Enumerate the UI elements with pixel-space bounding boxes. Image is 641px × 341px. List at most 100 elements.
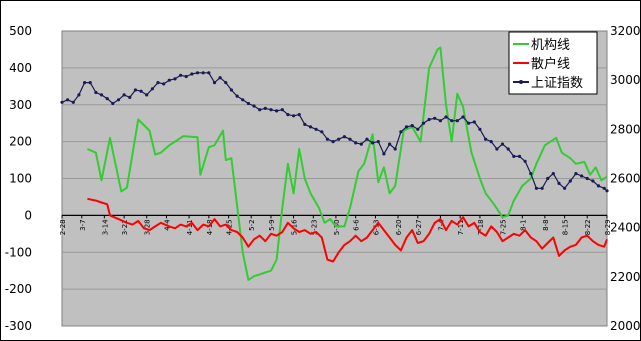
series-2-point-52: [354, 141, 358, 145]
series-2-point-57: [382, 152, 386, 156]
series-2-point-46: [320, 130, 324, 134]
series-2-point-30: [229, 88, 233, 92]
series-2-point-15: [145, 93, 149, 97]
x-tick-label-22: 8-1: [519, 219, 527, 230]
series-2-point-19: [167, 78, 171, 82]
series-2-point-50: [342, 135, 346, 139]
x-tick-label-26: 8-29: [604, 219, 612, 235]
x-tick-label-0: 2-28: [59, 219, 67, 235]
y-left-tick-1: 400: [9, 61, 32, 75]
y-right-tick-4: 2400: [610, 221, 641, 235]
series-2-point-36: [263, 106, 267, 110]
series-2-point-67: [438, 119, 442, 123]
x-tick-label-12: 5-23: [310, 219, 318, 235]
y-right-tick-0: 3200: [610, 24, 641, 38]
series-2-point-97: [605, 189, 609, 193]
series-2-point-54: [365, 137, 369, 141]
series-2-point-40: [286, 113, 290, 117]
x-tick-label-20: 7-18: [477, 219, 485, 235]
x-tick-label-15: 6-13: [372, 219, 380, 235]
series-2-point-14: [139, 89, 143, 93]
series-2-point-70: [455, 119, 459, 123]
x-tick-label-14: 6-6: [353, 219, 361, 231]
series-2-point-91: [574, 172, 578, 176]
y-right-tick-3: 2600: [610, 172, 641, 186]
series-2-point-11: [122, 93, 126, 97]
series-2-point-31: [235, 94, 239, 98]
series-2-point-76: [489, 140, 493, 144]
series-line-1: [87, 197, 608, 263]
series-2-point-65: [427, 117, 431, 122]
series-2-point-63: [416, 127, 420, 131]
series-2-point-71: [461, 115, 465, 119]
series-2-point-69: [450, 119, 454, 123]
y-axis-left: 500 400 300 200 100 0 -100 -200 -300: [5, 24, 32, 333]
series-2-point-68: [444, 115, 448, 119]
series-2-point-64: [421, 121, 426, 125]
series-2-point-58: [388, 142, 392, 146]
y-right-tick-5: 2200: [610, 270, 641, 284]
series-2-point-29: [224, 81, 228, 85]
series-2-point-24: [195, 71, 200, 75]
series-2-point-74: [478, 127, 482, 131]
series-2-point-89: [563, 186, 567, 190]
series-2-point-13: [133, 88, 137, 92]
series-2-point-1: [66, 98, 70, 102]
y-left-tick-5: 0: [24, 208, 32, 222]
y-right-tick-1: 3000: [610, 73, 641, 87]
x-tick-label-23: 8-8: [542, 219, 550, 230]
x-tick-label-4: 3-28: [144, 219, 152, 235]
series-2-point-16: [150, 87, 154, 91]
legend-marker-2: [519, 80, 523, 84]
series-2-point-53: [359, 142, 363, 146]
x-tick-label-17: 6-27: [415, 219, 423, 235]
series-2-point-56: [376, 140, 380, 144]
series-2-point-8: [105, 97, 109, 101]
series-2-point-85: [540, 186, 544, 190]
series-2-point-28: [218, 76, 222, 80]
y-right-tick-2: 2800: [610, 122, 641, 136]
series-2-point-44: [308, 125, 313, 129]
series-2-point-0: [60, 100, 64, 104]
series-2-point-61: [404, 125, 409, 129]
x-tick-label-24: 8-15: [562, 219, 570, 235]
series-2-point-55: [371, 141, 375, 145]
series-2-point-37: [269, 108, 273, 112]
y-left-tick-0: 500: [9, 24, 32, 38]
y-left-tick-4: 100: [9, 172, 32, 186]
series-2-point-42: [297, 113, 301, 117]
series-2-point-10: [116, 98, 121, 102]
series-layer: [60, 46, 609, 281]
x-tick-label-3: 3-21: [121, 219, 129, 235]
series-2-point-33: [246, 101, 250, 106]
series-2-point-3: [77, 93, 81, 97]
series-2-point-75: [484, 137, 488, 141]
series-2-point-82: [523, 159, 527, 163]
series-2-point-60: [399, 130, 403, 134]
x-tick-label-7: 4-18: [206, 219, 214, 235]
series-2-point-41: [292, 114, 296, 118]
x-tick-label-19: 7-11: [457, 219, 465, 235]
series-2-point-2: [71, 100, 75, 104]
series-line-0: [87, 46, 608, 281]
series-2-point-79: [506, 147, 510, 151]
x-tick-label-1: 3-7: [79, 219, 87, 230]
series-2-point-73: [472, 120, 476, 124]
x-tick-label-25: 8-22: [584, 219, 592, 235]
series-2-point-6: [94, 90, 98, 95]
legend-label-2: 上证指数: [531, 76, 583, 91]
series-2-point-59: [393, 147, 397, 151]
legend-label-0: 机构线: [531, 38, 570, 53]
y-axis-right: 3200 3000 2800 2600 2400 2200 2000: [610, 24, 641, 333]
series-2-point-47: [325, 137, 329, 141]
legend-label-1: 散户线: [531, 56, 570, 72]
y-left-tick-2: 300: [9, 98, 32, 112]
series-2-point-4: [83, 81, 87, 85]
series-2-point-92: [580, 174, 584, 178]
series-2-point-20: [173, 77, 177, 81]
series-2-point-35: [258, 108, 262, 112]
series-2-point-39: [280, 108, 284, 112]
series-2-point-96: [602, 186, 606, 190]
series-2-point-90: [568, 179, 572, 183]
series-2-point-72: [467, 121, 471, 125]
